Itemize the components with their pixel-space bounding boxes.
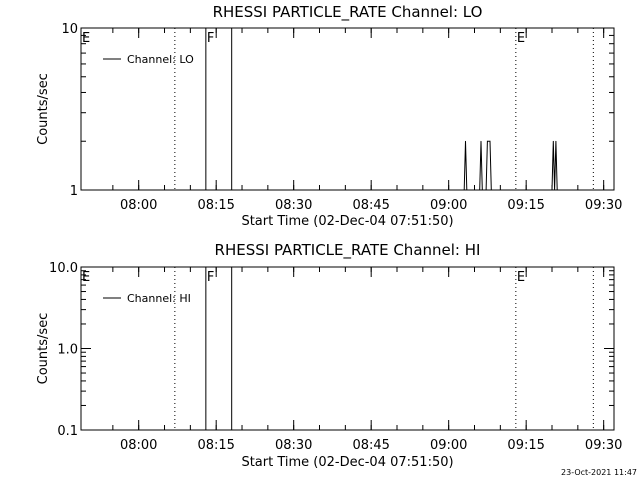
data-point: [556, 189, 558, 191]
x-tick-label: 09:15: [507, 438, 544, 453]
chart-title: RHESSI PARTICLE_RATE Channel: LO: [213, 3, 483, 22]
x-tick-label: 08:00: [120, 438, 157, 453]
x-tick-label: 09:30: [585, 198, 622, 213]
x-axis-label: Start Time (02-Dec-04 07:51:50): [241, 455, 453, 470]
data-point: [552, 140, 554, 142]
series-line: [463, 140, 558, 191]
y-tick-label: 10: [61, 22, 78, 37]
edge-marker-label: E: [82, 31, 90, 46]
x-tick-label: 09:00: [430, 438, 467, 453]
data-point: [555, 140, 557, 142]
data-point: [463, 189, 465, 191]
data-point: [465, 140, 466, 142]
plot-frame: [80, 27, 615, 191]
x-tick-label: 08:30: [275, 438, 312, 453]
y-tick-label: 10.0: [49, 261, 78, 276]
y-tick-label: 1.0: [57, 343, 78, 358]
x-tick-label: 08:15: [197, 198, 234, 213]
chart-title: RHESSI PARTICLE_RATE Channel: HI: [215, 241, 481, 260]
event-marker-label: F: [207, 31, 214, 46]
data-point: [487, 140, 488, 142]
event-marker-label: F: [207, 270, 214, 285]
x-tick-label: 08:30: [275, 198, 312, 213]
x-tick-label: 08:45: [352, 198, 389, 213]
data-point: [480, 140, 482, 142]
data-point: [479, 189, 481, 191]
data-point: [466, 189, 468, 191]
edge-marker-label: E: [82, 270, 90, 285]
x-tick-label: 09:15: [507, 198, 544, 213]
y-tick-label: 1: [70, 184, 78, 199]
x-tick-label: 09:30: [585, 438, 622, 453]
y-axis-label: Counts/sec: [36, 313, 51, 385]
data-point: [554, 189, 555, 191]
x-tick-label: 08:15: [197, 438, 234, 453]
data-point: [485, 189, 487, 191]
x-tick-label: 09:00: [430, 198, 467, 213]
data-point: [481, 189, 483, 191]
x-tick-label: 08:00: [120, 198, 157, 213]
legend-label: Channel: LO: [127, 53, 194, 66]
data-point: [489, 140, 491, 142]
x-axis-label: Start Time (02-Dec-04 07:51:50): [241, 214, 453, 229]
x-tick-label: 08:45: [352, 438, 389, 453]
data-point: [490, 189, 492, 191]
event-marker-label: E: [517, 270, 525, 285]
event-marker-label: E: [517, 31, 525, 46]
legend-label: Channel: HI: [127, 292, 191, 305]
y-axis-label: Counts/sec: [36, 73, 51, 145]
data-point: [551, 189, 553, 191]
footer-timestamp-text: 23-Oct-2021 11:47: [561, 468, 637, 477]
y-tick-label: 0.1: [57, 424, 78, 439]
